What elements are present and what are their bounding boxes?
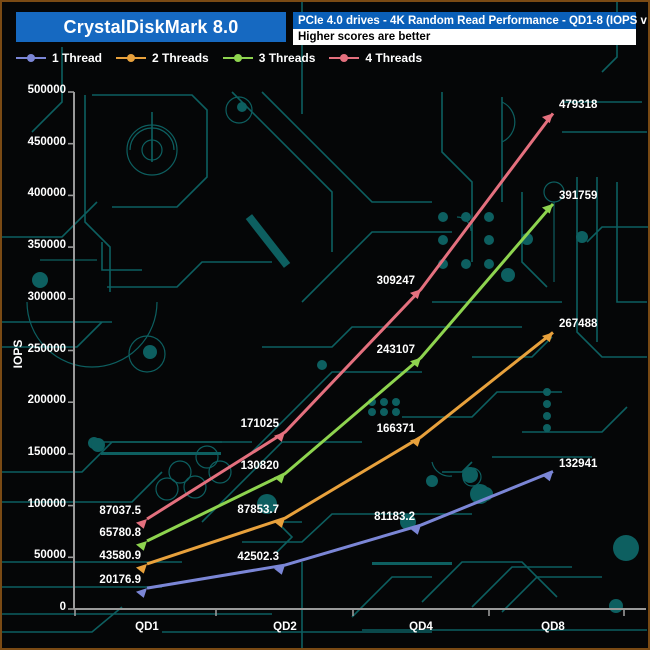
y-axis-tick-label: 450000 — [27, 135, 66, 148]
x-axis-tick-label: QD2 — [273, 621, 297, 633]
data-point-value-label: 81183.2 — [374, 511, 415, 524]
data-point-marker[interactable] — [273, 432, 285, 442]
app-title-bar: CrystalDiskMark 8.0 — [16, 12, 286, 42]
data-point-value-label: 309247 — [376, 275, 415, 288]
chart-legend: 1 Thread 2 Threads 3 Threads 4 Threads — [16, 49, 436, 67]
data-point-value-label: 87853.7 — [237, 504, 279, 517]
y-axis-tick-label: 400000 — [27, 187, 66, 200]
data-point-marker[interactable] — [541, 332, 553, 343]
x-axis-tick-label: QD1 — [135, 621, 159, 633]
app-title: CrystalDiskMark 8.0 — [63, 16, 239, 37]
data-point-marker[interactable] — [541, 471, 553, 482]
legend-label: 3 Threads — [258, 51, 316, 65]
legend-label: 4 Threads — [365, 51, 423, 65]
data-point-marker[interactable] — [409, 289, 421, 299]
chart-subtitle-bar: PCIe 4.0 drives - 4K Random Read Perform… — [293, 12, 648, 29]
legend-marker-icon — [16, 52, 46, 64]
data-point-marker[interactable] — [135, 540, 147, 551]
data-point-marker[interactable] — [541, 203, 553, 214]
legend-item-1-thread[interactable]: 1 Thread — [16, 51, 102, 65]
legend-item-4-threads[interactable]: 4 Threads — [329, 51, 422, 65]
legend-marker-icon — [116, 52, 147, 64]
y-axis-tick-label: 250000 — [27, 342, 66, 355]
chart-note: Higher scores are better — [298, 31, 431, 43]
data-point-marker[interactable] — [135, 588, 147, 598]
data-point-value-label: 479318 — [559, 99, 598, 112]
y-axis-tick-label: 150000 — [27, 445, 66, 458]
y-axis-tick-label: 500000 — [27, 84, 66, 96]
x-axis-tick-label: QD8 — [541, 621, 565, 633]
data-point-value-label: 171025 — [240, 418, 279, 431]
data-point-marker[interactable] — [409, 436, 421, 447]
data-point-marker[interactable] — [273, 473, 285, 484]
y-axis-tick-label: 50000 — [34, 549, 66, 562]
y-axis-tick-label: 300000 — [27, 290, 66, 303]
data-point-marker[interactable] — [135, 519, 147, 529]
data-point-marker[interactable] — [135, 563, 147, 574]
y-axis-tick-label: 200000 — [27, 394, 66, 407]
data-point-value-label: 20176.9 — [99, 574, 141, 587]
data-point-marker[interactable] — [273, 518, 285, 528]
data-point-marker[interactable] — [409, 357, 421, 368]
legend-label: 1 Thread — [52, 51, 103, 65]
x-axis-tick-label: QD4 — [409, 621, 433, 633]
data-point-value-label: 65780.8 — [99, 526, 141, 539]
data-point-value-label: 43580.9 — [99, 549, 141, 562]
legend-label: 2 Threads — [152, 51, 209, 65]
data-point-marker[interactable] — [409, 525, 421, 535]
legend-marker-icon — [329, 52, 360, 64]
series-line — [146, 470, 554, 590]
data-point-marker[interactable] — [541, 113, 553, 124]
data-point-value-label: 267488 — [559, 318, 598, 331]
data-point-marker[interactable] — [273, 565, 285, 575]
data-point-value-label: 42502.3 — [237, 551, 279, 564]
legend-marker-icon — [222, 52, 253, 64]
y-axis-tick-label: 100000 — [27, 497, 66, 510]
series-line — [146, 112, 555, 521]
data-point-value-label: 391759 — [559, 189, 598, 202]
chart-note-bar: Higher scores are better — [293, 29, 636, 45]
legend-item-2-threads[interactable]: 2 Threads — [116, 51, 209, 65]
data-point-value-label: 87037.5 — [99, 505, 141, 517]
y-axis-tick-label: 0 — [59, 601, 66, 613]
data-point-value-label: 132941 — [559, 457, 598, 470]
data-point-value-label: 166371 — [376, 422, 415, 435]
series-line — [146, 331, 554, 566]
chart-subtitle: PCIe 4.0 drives - 4K Random Read Perform… — [298, 14, 650, 27]
series-line — [146, 202, 555, 543]
data-point-value-label: 243107 — [376, 343, 415, 356]
y-axis-tick-label: 350000 — [27, 239, 66, 252]
data-point-value-label: 130820 — [240, 459, 279, 472]
legend-item-3-threads[interactable]: 3 Threads — [222, 51, 316, 65]
